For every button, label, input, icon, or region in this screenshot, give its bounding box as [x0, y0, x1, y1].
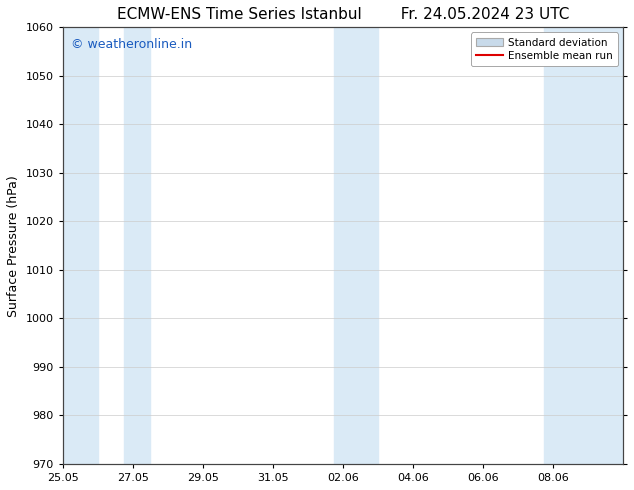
Text: © weatheronline.in: © weatheronline.in: [71, 38, 192, 51]
Bar: [63, 27, 98, 464]
Bar: [124, 27, 150, 464]
Bar: [360, 27, 378, 464]
Bar: [334, 27, 360, 464]
Y-axis label: Surface Pressure (hPa): Surface Pressure (hPa): [7, 175, 20, 317]
Bar: [544, 27, 571, 464]
Bar: [571, 27, 623, 464]
Title: ECMW-ENS Time Series Istanbul        Fr. 24.05.2024 23 UTC: ECMW-ENS Time Series Istanbul Fr. 24.05.…: [117, 7, 569, 22]
Legend: Standard deviation, Ensemble mean run: Standard deviation, Ensemble mean run: [471, 32, 618, 66]
